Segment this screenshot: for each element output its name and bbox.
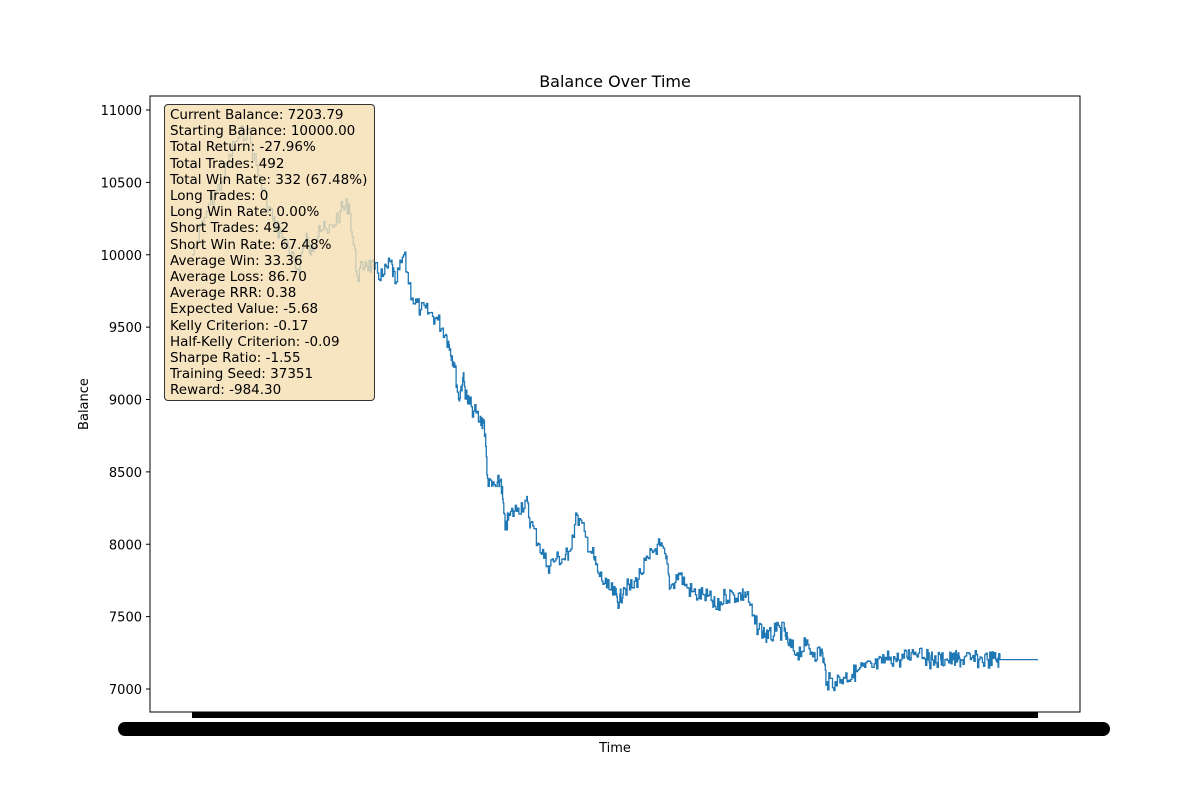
stats-line: Half-Kelly Criterion: -0.09 — [170, 333, 340, 350]
stats-line: Expected Value: -5.68 — [170, 301, 319, 318]
stats-line: Total Trades: 492 — [170, 155, 285, 172]
y-tick-label: 8500 — [109, 466, 142, 481]
y-tick-label: 9000 — [109, 394, 142, 409]
y-axis-label: Balance — [77, 378, 92, 430]
stats-line: Short Win Rate: 67.48% — [170, 236, 332, 253]
stats-line: Average Loss: 86.70 — [170, 269, 307, 286]
stats-line: Total Win Rate: 332 (67.48%) — [170, 171, 368, 188]
y-tick-label: 7000 — [109, 683, 142, 698]
y-tick-label: 7500 — [109, 611, 142, 626]
stats-line: Sharpe Ratio: -1.55 — [170, 350, 301, 367]
chart-title: Balance Over Time — [539, 72, 691, 91]
stats-line: Long Win Rate: 0.00% — [170, 204, 320, 221]
stats-line: Training Seed: 37351 — [170, 366, 314, 383]
x-axis — [118, 712, 1110, 736]
x-tick-labels-overlapping — [118, 722, 1110, 736]
stats-line: Average Win: 33.36 — [170, 252, 303, 269]
stats-line: Long Trades: 0 — [170, 188, 269, 205]
y-tick-label: 8000 — [109, 538, 142, 553]
y-axis: 7000 7500 8000 8500 9000 9500 10000 10500 11000 — [101, 104, 150, 698]
y-tick-label: 9500 — [109, 321, 142, 336]
stats-line: Reward: -984.30 — [170, 382, 282, 399]
y-tick-label: 11000 — [101, 104, 142, 119]
stats-line: Short Trades: 492 — [170, 220, 290, 237]
stats-box: Current Balance: 7203.79 Starting Balance… — [164, 104, 375, 401]
x-axis-label: Time — [598, 741, 631, 756]
x-tick-marks — [192, 712, 1038, 718]
stats-line: Average RRR: 0.38 — [170, 285, 297, 302]
stats-line: Kelly Criterion: -0.17 — [170, 317, 309, 334]
stats-line: Starting Balance: 10000.00 — [170, 123, 356, 140]
y-tick-label: 10500 — [101, 176, 142, 191]
y-tick-label: 10000 — [101, 249, 142, 264]
stats-line: Total Return: -27.96% — [170, 139, 316, 156]
stats-line: Current Balance: 7203.79 — [170, 107, 344, 123]
